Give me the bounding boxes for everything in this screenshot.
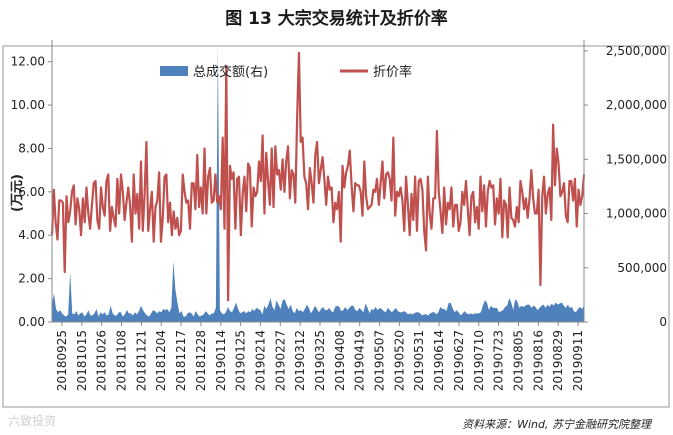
left-tick-label: 0.00: [18, 315, 45, 329]
watermark: 六致投资: [8, 414, 57, 428]
x-tick-label: 20181108: [115, 330, 129, 391]
right-tick-label: 1,000,000: [606, 207, 667, 221]
x-tick-label: 20181228: [194, 330, 208, 391]
x-tick-label: 20190520: [392, 330, 406, 391]
x-tick-label: 20190227: [273, 330, 287, 391]
x-tick-label: 20190627: [452, 330, 466, 391]
legend: 总成交额(右) 折价率: [160, 64, 412, 80]
legend-label-discount: 折价率: [373, 64, 412, 80]
right-tick-label: 1,500,000: [606, 152, 667, 166]
x-tick-label: 20190723: [492, 330, 506, 391]
x-tick-label: 20181026: [95, 330, 109, 391]
right-axis-ticks: 0 500,000 1,000,000 1,500,000 2,000,000 2,500…: [584, 44, 667, 329]
x-tick-label: 20190114: [214, 330, 228, 391]
left-tick-label: 6.00: [18, 185, 45, 199]
legend-swatch-volume: [160, 66, 188, 76]
right-tick-label: 2,000,000: [606, 98, 667, 112]
discount-line-layer: [50, 51, 586, 302]
axes: [51, 40, 585, 323]
left-axis-ticks: 0.00 2.00 4.00 6.00 8.00 10.00 12.00: [11, 55, 52, 329]
right-tick-label: 500,000: [617, 261, 667, 275]
legend-label-volume: 总成交额(右): [193, 64, 268, 80]
x-tick-label: 20190829: [551, 330, 565, 391]
x-tick-label: 20190816: [531, 330, 545, 391]
x-tick-label: 20190710: [472, 330, 486, 391]
right-tick-label: 2,500,000: [606, 44, 667, 58]
x-tick-label: 20190312: [293, 330, 307, 391]
source-note: 资料来源：Wind, 苏宁金融研究院整理: [462, 418, 651, 431]
right-tick-label: 0: [659, 315, 667, 329]
x-tick-label: 20181121: [134, 330, 148, 391]
x-tick-label: 20190214: [254, 330, 268, 391]
left-tick-label: 10.00: [11, 98, 45, 112]
x-tick-label: 20190614: [432, 330, 446, 391]
x-tick-label: 20190125: [234, 330, 248, 391]
left-tick-label: 4.00: [18, 228, 45, 242]
x-tick-label: 20190419: [353, 330, 367, 391]
left-tick-label: 2.00: [18, 272, 45, 286]
x-tick-label: 20181217: [174, 330, 188, 391]
chart-frame: [2, 45, 670, 408]
x-tick-label: 20190911: [571, 330, 585, 391]
x-axis-ticks: 20180925 20181015 20181026 20181108 20181121…: [55, 322, 585, 391]
left-axis-label: (万元): [10, 174, 25, 212]
left-tick-label: 12.00: [11, 55, 45, 69]
x-tick-label: 20190805: [512, 330, 526, 391]
x-tick-label: 20190507: [373, 330, 387, 391]
x-tick-label: 20181204: [154, 330, 168, 391]
x-tick-label: 20180925: [55, 330, 69, 391]
left-tick-label: 8.00: [18, 141, 45, 155]
figure-title: 图 13 大宗交易统计及折价率: [225, 9, 448, 29]
x-tick-label: 20190325: [313, 330, 327, 391]
series-discount-line: [50, 51, 586, 302]
x-tick-label: 20181015: [75, 330, 89, 391]
x-tick-label: 20190408: [333, 330, 347, 391]
x-tick-label: 20190531: [412, 330, 426, 391]
